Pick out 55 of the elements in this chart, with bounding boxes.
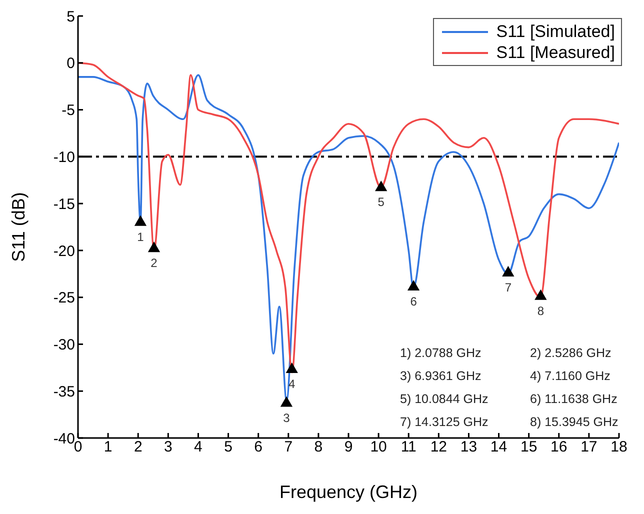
annotation: 1 [137,230,144,244]
y-tick-label: -25 [53,290,75,307]
x-tick-label: 18 [610,438,628,456]
y-tick-label: 0 [66,55,75,72]
annotation: 8 [537,304,544,318]
x-tick-label: 10 [370,438,387,456]
point [375,180,388,192]
annotation: 3 [283,410,290,425]
x-axis-title: Frequency (GHz) [279,482,418,502]
y-tick-label: -10 [53,148,75,166]
x-tick-label: 12 [430,438,448,456]
x-tick-label: 8 [314,438,323,456]
y-tick-label: -30 [53,336,75,354]
legend-label: S11 [Simulated] [496,21,615,42]
x-tick-label: 4 [194,438,202,456]
annotation: 2) 2.5286 GHz [530,346,612,360]
legend-label: S11 [Measured] [496,42,615,63]
x-tick-label: 11 [400,438,416,456]
x-tick-label: 5 [224,438,232,456]
x-tick-label: 14 [490,438,508,456]
annotation: 1) 2.0788 GHz [400,346,482,360]
x-tick-label: 15 [520,438,538,456]
annotation: 6) 11.1638 GHz [530,392,618,406]
annotation: 4) 7.1160 GHz [530,369,612,383]
y-tick-label: -20 [53,242,75,260]
x-tick-label: 1 [104,438,112,456]
point [534,289,547,300]
annotation: 6 [410,294,418,309]
point [407,280,420,291]
x-tick-label: 17 [580,438,598,456]
y-axis-title: S11 (dB) [8,192,28,262]
point [134,215,147,226]
y-tick-label: -35 [53,383,75,400]
x-tick-label: 16 [550,438,568,456]
point [502,266,514,276]
annotation: 7) 14.3125 GHz [400,415,490,429]
x-tick-label: 7 [284,438,293,456]
x-tick-label: 2 [134,438,142,456]
point [286,362,298,374]
x-tick-label: 6 [254,438,263,456]
point [280,396,293,407]
annotation: 8) 15.3945 GHz [530,415,620,429]
point [148,242,160,252]
y-tick-label: -40 [53,430,75,448]
x-tick-label: 3 [164,438,172,456]
annotation: 3) 6.9361 GHz [400,369,482,383]
annotation: 2 [150,256,158,270]
y-tick-label: -15 [53,196,75,213]
annotation: 5 [378,195,385,210]
y-tick-label: -5 [62,102,75,120]
annotation: 5) 10.0844 GHz [400,392,490,406]
annotation: 7 [504,280,512,294]
x-tick-label: 9 [344,438,353,456]
x-tick-label: 13 [460,438,478,456]
y-tick-label: 5 [66,8,75,26]
